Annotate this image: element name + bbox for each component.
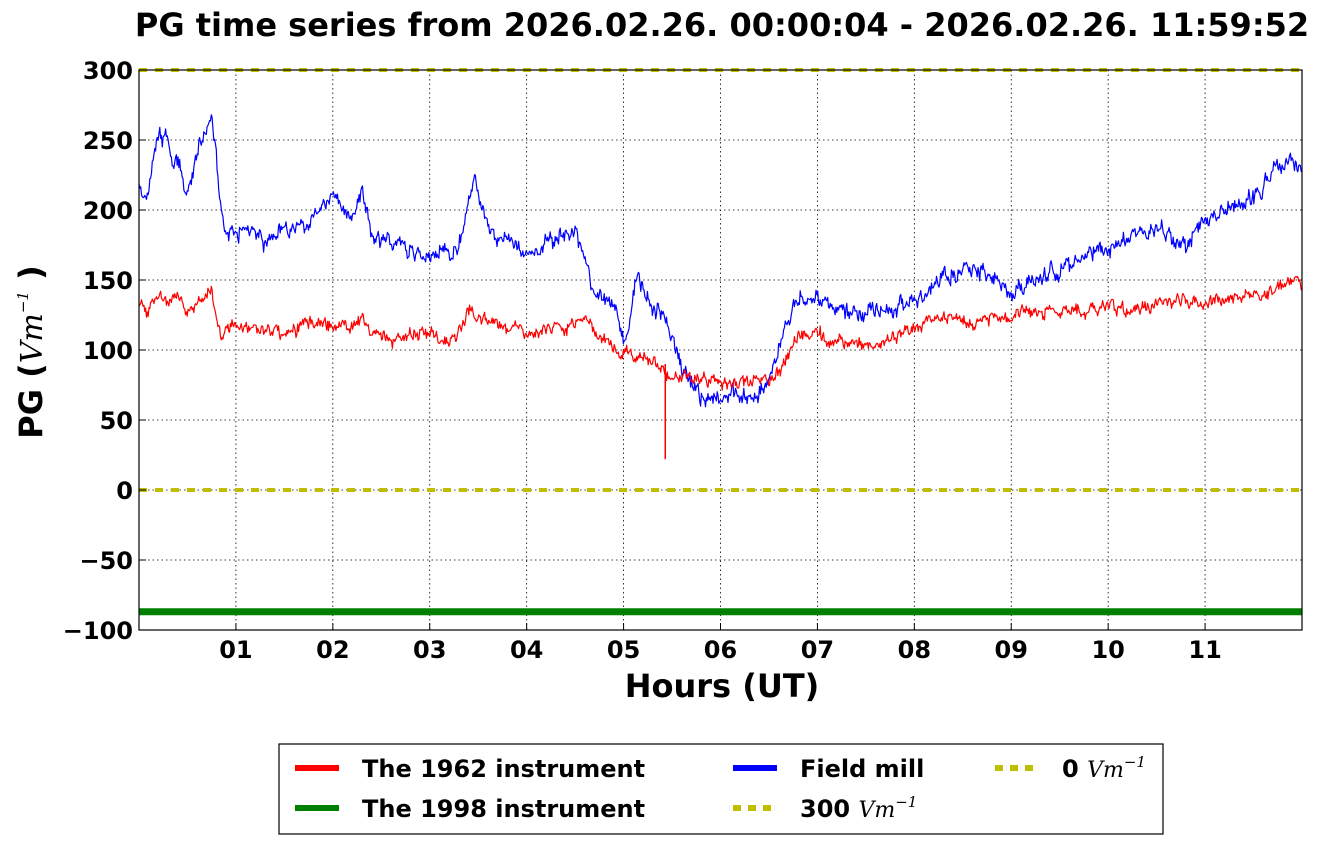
x-tick-label: 08 bbox=[898, 636, 931, 664]
y-axis-label: PG (Vm−1 ) bbox=[12, 265, 50, 439]
x-tick-label: 06 bbox=[704, 636, 737, 664]
y-tick-label: −50 bbox=[79, 547, 133, 575]
series-line-field-mill bbox=[138, 114, 1303, 408]
legend-label-field-mill: Field mill bbox=[800, 755, 924, 783]
y-axis-label-suffix: ) bbox=[12, 265, 50, 291]
y-tick-label: 200 bbox=[83, 197, 133, 225]
y-tick-label: 50 bbox=[100, 407, 133, 435]
series-line-the-1962-instrument bbox=[138, 276, 1303, 391]
y-axis-label-unit: Vm bbox=[15, 313, 50, 363]
x-tick-label: 01 bbox=[219, 636, 252, 664]
legend-label-the-1998-instrument: The 1998 instrument bbox=[362, 795, 645, 823]
y-tick-label: 150 bbox=[83, 267, 133, 295]
x-tick-label: 09 bbox=[995, 636, 1028, 664]
legend-label-0-vm: 0 Vm−1 bbox=[1062, 753, 1146, 783]
x-tick-label: 02 bbox=[316, 636, 349, 664]
chart-title: PG time series from 2026.02.26. 00:00:04… bbox=[135, 6, 1309, 44]
x-tick-label: 05 bbox=[607, 636, 640, 664]
y-axis-label-prefix: PG ( bbox=[12, 363, 50, 438]
grid-lines bbox=[139, 70, 1302, 630]
x-tick-label: 03 bbox=[413, 636, 446, 664]
x-tick-label: 11 bbox=[1188, 636, 1221, 664]
y-tick-label: 100 bbox=[83, 337, 133, 365]
y-axis-label-exponent: −1 bbox=[14, 291, 32, 313]
x-tick-label: 04 bbox=[510, 636, 543, 664]
x-tick-label: 07 bbox=[801, 636, 834, 664]
x-tick-label: 10 bbox=[1091, 636, 1124, 664]
legend: The 1962 instrument The 1998 instrument Fi… bbox=[278, 743, 1164, 835]
legend-label-the-1962-instrument: The 1962 instrument bbox=[362, 755, 645, 783]
x-axis-ticks: 01 02 03 04 05 06 07 08 09 10 11 bbox=[219, 623, 1222, 664]
y-tick-label: −100 bbox=[63, 617, 133, 645]
y-tick-label: 0 bbox=[116, 477, 133, 505]
legend-box bbox=[278, 743, 1164, 835]
y-tick-label: 300 bbox=[83, 57, 133, 85]
y-tick-label: 250 bbox=[83, 127, 133, 155]
series-lines bbox=[138, 114, 1303, 616]
x-axis-label: Hours (UT) bbox=[625, 667, 820, 705]
y-axis-ticks: 300 250 200 150 100 50 0 −50 −100 bbox=[63, 57, 146, 645]
legend-label-300-vm: 300 Vm−1 bbox=[800, 793, 917, 823]
